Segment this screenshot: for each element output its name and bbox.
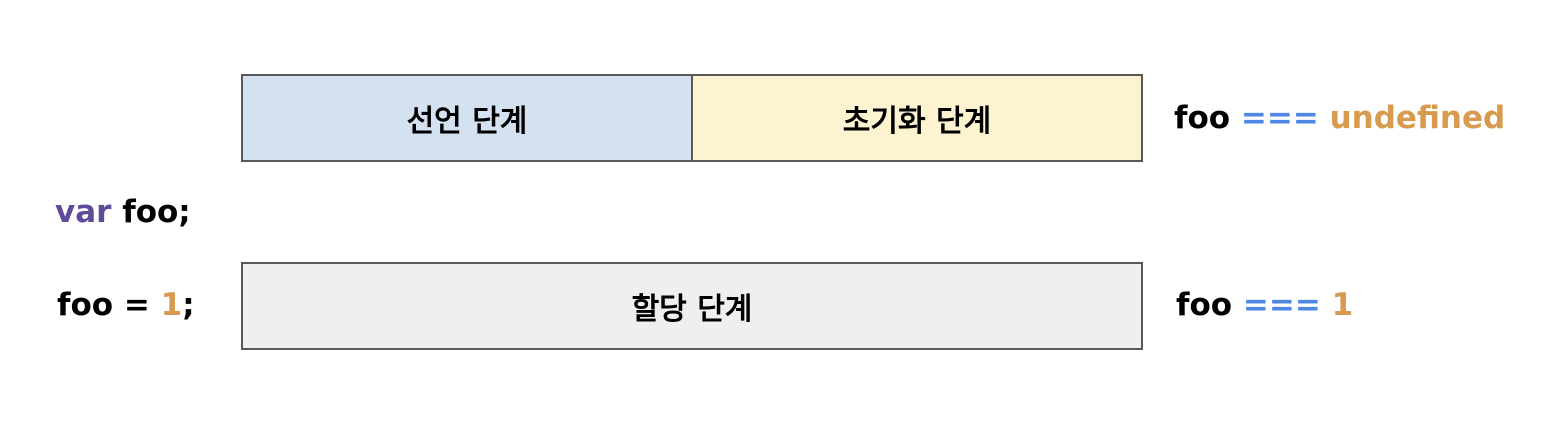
assignment-result-value: 1 xyxy=(1320,287,1354,323)
assignment-phase-label: 할당 단계 xyxy=(631,292,753,327)
assignment-lhs: foo = xyxy=(57,287,161,323)
assignment-code: foo = 1; xyxy=(57,290,195,321)
declaration-phase-box: 선언 단계 xyxy=(241,74,693,162)
var-keyword: var xyxy=(55,194,112,230)
assignment-phase-box: 할당 단계 xyxy=(241,262,1143,350)
assignment-result-lhs: foo xyxy=(1176,287,1243,323)
initialization-phase-box: 초기화 단계 xyxy=(691,74,1143,162)
var-declaration-code: var foo; xyxy=(55,197,191,228)
initialization-result-lhs: foo xyxy=(1174,100,1241,136)
assignment-end: ; xyxy=(182,287,195,323)
initialization-result-value: undefined xyxy=(1318,100,1506,136)
assignment-result-operator: === xyxy=(1242,287,1321,323)
assignment-result: foo === 1 xyxy=(1176,290,1353,321)
var-declaration-rest: foo; xyxy=(111,194,191,230)
assignment-value: 1 xyxy=(160,287,183,323)
initialization-result: foo === undefined xyxy=(1174,103,1505,134)
declaration-phase-label: 선언 단계 xyxy=(406,104,528,139)
initialization-result-operator: === xyxy=(1240,100,1319,136)
initialization-phase-label: 초기화 단계 xyxy=(842,104,992,139)
